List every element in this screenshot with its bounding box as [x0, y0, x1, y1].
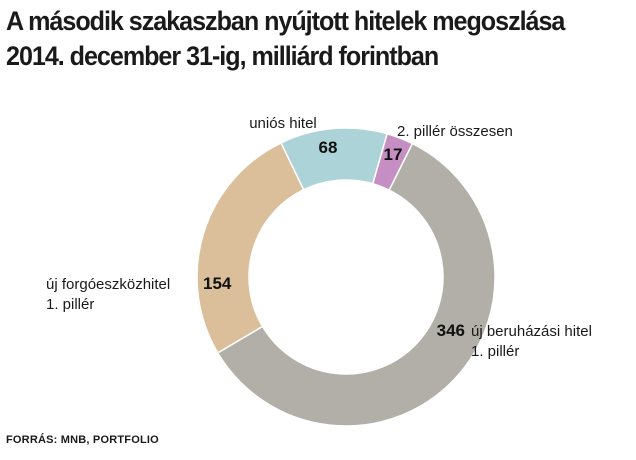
slice-label-2-line-0: új forgóeszközhitel	[46, 276, 170, 293]
slice-label-0-line-0: 2. pillér összesen	[397, 123, 513, 140]
slice-label-2-line-1: 1. pillér	[46, 296, 94, 313]
slice-label-0: 2. pillér összesen	[397, 123, 513, 140]
slice-value-0: 17	[384, 145, 403, 164]
slice-value-1: 346	[437, 321, 465, 340]
donut-slice-1	[216, 142, 496, 427]
slice-label-1-line-1: 1. pillér	[471, 343, 519, 360]
donut-slice-2	[196, 141, 305, 354]
chart-title-line-1: A második szakaszban nyújtott hitelek me…	[6, 6, 565, 36]
chart-title: A második szakaszban nyújtott hitelek me…	[6, 4, 588, 74]
slice-label-1: új beruházási hitel 1. pillér	[471, 323, 592, 360]
donut-labels: 17 2. pillér összesen 346 új beruházási hit…	[46, 115, 592, 360]
donut-slice-3	[280, 127, 388, 191]
donut-slices	[196, 127, 496, 427]
slice-label-3-line-0: uniós hitel	[249, 115, 317, 132]
chart-title-line-2: 2014. december 31-ig, milliárd forintban	[6, 41, 439, 71]
slice-value-2: 154	[203, 274, 232, 293]
slice-value-3: 68	[319, 138, 338, 157]
slice-label-3: uniós hitel	[249, 115, 317, 132]
source-note: FORRÁS: MNB, PORTFOLIO	[6, 434, 159, 446]
slice-label-1-line-0: új beruházási hitel	[471, 323, 592, 340]
slice-label-2: új forgóeszközhitel 1. pillér	[46, 276, 170, 313]
